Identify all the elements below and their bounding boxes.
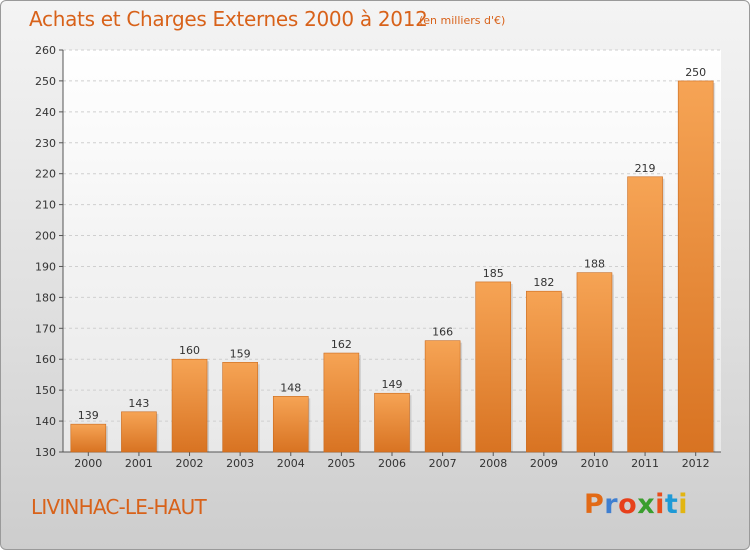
bar-2006 — [374, 392, 410, 453]
bar-2009 — [526, 290, 562, 453]
x-tick-label: 2011 — [631, 457, 659, 470]
y-tick-label: 230 — [35, 137, 56, 150]
logo-letter: x — [637, 489, 656, 520]
bar-2002 — [171, 358, 208, 453]
bar-2008 — [475, 281, 512, 453]
labels: 130 140 150 160 170 180 190 200 210 220 230 240 250 2… — [35, 44, 710, 470]
y-tick-label: 260 — [35, 44, 56, 57]
chart-unit: (en milliers d'€) — [419, 14, 506, 27]
y-tick-label: 200 — [35, 230, 56, 243]
value-label: 160 — [179, 344, 200, 357]
bar-2005 — [323, 352, 360, 453]
plot-area — [63, 50, 721, 452]
value-label: 185 — [483, 267, 504, 280]
y-tick-label: 150 — [35, 384, 56, 397]
y-tick-label: 250 — [35, 75, 56, 88]
y-tick-label: 140 — [35, 415, 56, 428]
bar-2000 — [70, 423, 107, 453]
value-label: 143 — [128, 397, 149, 410]
x-tick-label: 2012 — [682, 457, 710, 470]
logo-letter: P — [584, 489, 605, 520]
logo-letter: o — [618, 489, 638, 520]
y-tick-label: 160 — [35, 353, 56, 366]
logo-letter: r — [604, 489, 619, 520]
y-tick-label: 180 — [35, 291, 56, 304]
logo-letter: i — [678, 489, 689, 520]
bar-2011 — [627, 176, 663, 453]
y-tick-label: 130 — [35, 446, 56, 459]
value-label: 148 — [280, 381, 301, 394]
y-tick-label: 220 — [35, 168, 56, 181]
bar-2012 — [677, 80, 714, 453]
chart-title: Achats et Charges Externes 2000 à 2012 — [29, 7, 428, 31]
value-label: 139 — [78, 409, 99, 422]
x-tick-label: 2004 — [277, 457, 305, 470]
x-tick-label: 2002 — [176, 457, 204, 470]
value-label: 188 — [584, 258, 605, 271]
bar-2003 — [222, 362, 258, 453]
y-tick-label: 190 — [35, 260, 56, 273]
x-tick-label: 2010 — [580, 457, 608, 470]
y-tick-label: 170 — [35, 322, 56, 335]
x-tick-label: 2009 — [530, 457, 558, 470]
x-tick-label: 2007 — [429, 457, 457, 470]
value-label: 182 — [533, 276, 554, 289]
value-label: 149 — [382, 378, 403, 391]
place-name: LIVINHAC-LE-HAUT — [31, 495, 207, 519]
x-tick-label: 2008 — [479, 457, 507, 470]
bars — [70, 80, 716, 453]
bar-2004 — [272, 396, 309, 453]
value-label: 159 — [230, 347, 251, 360]
value-label: 250 — [685, 66, 706, 79]
x-tick-label: 2003 — [226, 457, 254, 470]
bar-2001 — [121, 411, 157, 453]
x-tick-label: 2006 — [378, 457, 406, 470]
logo-letter: t — [664, 489, 679, 520]
logo-letter: i — [655, 489, 665, 520]
proxiti-logo[interactable]: Proxiti — [584, 489, 688, 520]
plot-background — [63, 50, 721, 452]
value-label: 162 — [331, 338, 352, 351]
bar-2010 — [576, 272, 613, 453]
bar-2007 — [424, 340, 461, 453]
x-tick-label: 2005 — [327, 457, 355, 470]
x-tick-label: 2000 — [74, 457, 102, 470]
value-label: 166 — [432, 326, 453, 339]
x-tick-label: 2001 — [125, 457, 153, 470]
value-label: 219 — [635, 162, 656, 175]
y-tick-label: 240 — [35, 106, 56, 119]
y-tick-label: 210 — [35, 199, 56, 212]
